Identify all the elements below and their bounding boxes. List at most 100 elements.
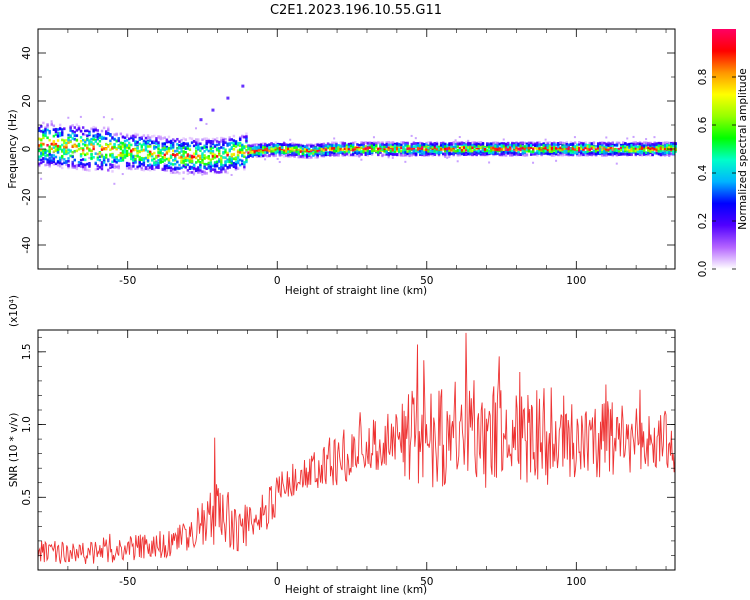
spectrogram-cell	[285, 146, 288, 149]
spectrogram-cell	[84, 144, 87, 147]
spectrogram-cell	[444, 145, 447, 148]
spectrogram-cell	[301, 156, 305, 159]
spectrogram-cell	[224, 169, 227, 172]
snr-plot-area	[38, 330, 675, 570]
spectrogram-cell	[113, 182, 116, 185]
spectrogram-cell	[211, 137, 215, 141]
spectrogram-cell	[249, 148, 252, 151]
spectrogram-cell	[331, 147, 334, 150]
spectrogram-cell	[356, 152, 359, 155]
spectrogram-cell	[123, 153, 127, 157]
spectrogram-cell	[63, 139, 66, 142]
spectrogram-cell	[52, 143, 56, 146]
spectrogram-cell	[454, 143, 457, 146]
spectrogram-cell	[651, 146, 654, 150]
spectrogram-cell	[44, 154, 47, 158]
spectrogram-cell	[148, 152, 152, 156]
spectrogram-cell	[218, 170, 221, 174]
spectrogram-cell	[360, 152, 363, 156]
spectrogram-cell	[331, 144, 334, 147]
spectrogram-cell	[251, 147, 254, 150]
spectrogram-cell	[492, 146, 495, 150]
spectrogram-cell	[40, 125, 43, 128]
spectrogram-cell	[54, 162, 58, 166]
spectrogram-cell	[331, 141, 334, 145]
spectrogram-x-tick-label: 50	[420, 275, 433, 287]
spectrogram-cell	[314, 143, 317, 147]
spectrogram-cell	[61, 143, 64, 147]
spectrogram-cell	[52, 124, 56, 128]
spectrogram-cell	[406, 144, 409, 148]
spectrogram-cell	[151, 152, 154, 156]
spectrogram-cell	[404, 151, 407, 154]
spectrogram-cell	[663, 154, 667, 157]
spectrogram-cell	[140, 135, 143, 139]
spectrogram-cell	[148, 163, 152, 167]
spectrogram-cell	[393, 142, 397, 146]
spectrogram-cell	[226, 144, 229, 147]
spectrogram-cell	[272, 148, 275, 151]
spectrogram-cell	[550, 150, 554, 153]
spectrogram-cell	[446, 147, 449, 150]
spectrogram-cell	[331, 153, 334, 156]
spectrogram-cell	[92, 142, 95, 146]
spectrogram-cell	[513, 144, 516, 147]
spectrogram-cell	[249, 152, 252, 155]
spectrogram-cell	[561, 152, 564, 156]
spectrogram-cell	[213, 138, 217, 142]
spectrogram-cell	[90, 149, 93, 153]
spectrogram-cell	[138, 136, 141, 140]
spectrogram-cell	[209, 151, 213, 155]
spectrogram-cell	[81, 164, 85, 168]
spectrogram-cell	[666, 153, 669, 156]
spectrogram-cell	[362, 145, 365, 148]
spectrogram-cell	[544, 149, 548, 153]
spectrogram-cell	[211, 157, 215, 160]
spectrogram-cell	[446, 156, 449, 159]
spectrogram-cell	[613, 143, 617, 147]
spectrogram-cell	[40, 148, 43, 152]
spectrogram-cell	[171, 153, 175, 157]
spectrogram-cell	[529, 150, 533, 154]
spectrogram-cell	[299, 155, 303, 158]
spectrogram-cell	[224, 137, 227, 141]
spectrogram-cell	[146, 134, 150, 137]
spectrogram-cell	[190, 171, 194, 174]
spectrogram-cell	[303, 153, 307, 157]
spectrogram-cell	[670, 151, 673, 154]
spectrogram-cell	[668, 141, 671, 145]
spectrogram-cell	[138, 164, 141, 168]
spectrogram-cell	[190, 165, 194, 169]
spectrogram-cell	[40, 143, 43, 147]
spectrogram-cell	[261, 146, 265, 149]
spectrogram-cell	[195, 138, 198, 141]
spectrogram-cell	[636, 152, 640, 155]
spectrogram-cell	[52, 134, 56, 138]
spectrogram-cell	[437, 145, 441, 149]
spectrogram-cell	[573, 148, 577, 151]
spectrogram-cell	[142, 139, 146, 143]
spectrogram-cell	[40, 138, 43, 142]
spectrogram-cell	[123, 139, 127, 143]
spectrogram-cell	[238, 137, 242, 141]
spectrogram-cell	[391, 141, 395, 144]
spectrogram-x-tick-label: 0	[274, 275, 281, 287]
spectrogram-cell	[54, 127, 58, 131]
spectrogram-cell	[548, 145, 552, 148]
spectrogram-cell	[548, 141, 552, 144]
colorbar-tick-label: 0.4	[697, 164, 709, 181]
spectrogram-cell	[171, 149, 175, 153]
spectrogram-cell	[190, 155, 194, 159]
spectrogram-cell	[320, 149, 324, 153]
spectrogram-cell	[578, 150, 581, 154]
spectrogram-cell	[199, 157, 202, 160]
spectrogram-cell	[492, 141, 495, 145]
spectrogram-cell	[224, 148, 227, 152]
spectrogram-cell	[492, 144, 495, 147]
spectrogram-cell	[220, 138, 223, 142]
spectrogram-cell	[42, 136, 45, 140]
spectrogram-cell	[308, 147, 311, 151]
spectrogram-cell	[375, 149, 378, 153]
spectrogram-cell	[92, 138, 95, 141]
spectrogram-cell	[241, 135, 244, 139]
